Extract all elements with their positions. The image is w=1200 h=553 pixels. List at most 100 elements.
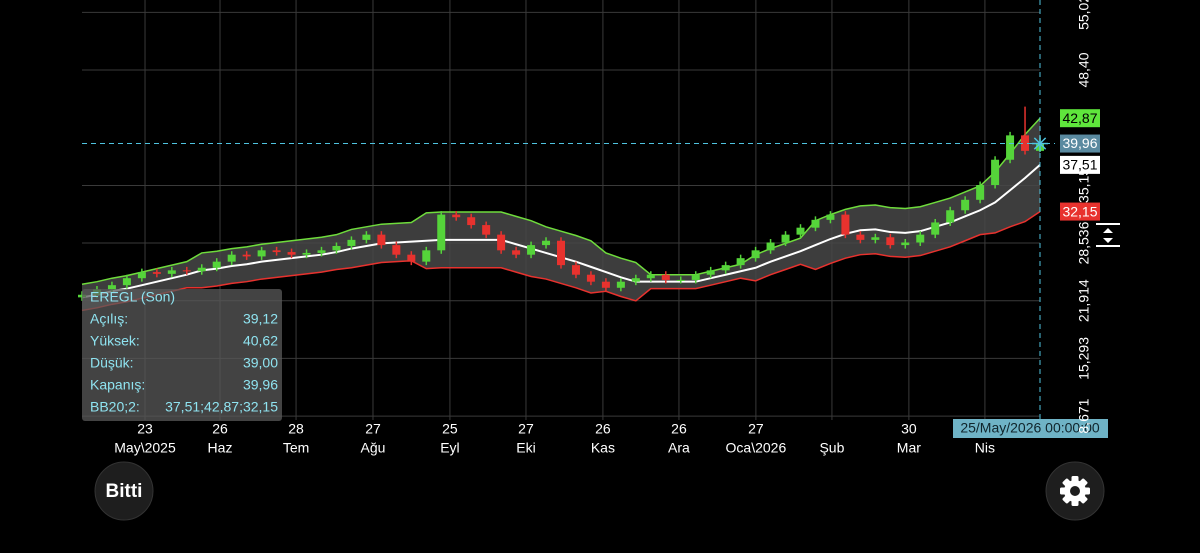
candle-body [227,254,236,262]
candle-body [332,245,341,251]
grid [82,0,1040,420]
candle-body [422,250,431,262]
candle-body [392,245,401,255]
candle-body [976,185,985,200]
info-label: Kapanış: [90,377,145,393]
candle-body [557,240,565,266]
done-button-bg [94,461,154,521]
candle-body [646,274,655,279]
candle-body [841,214,850,235]
candle-body [856,234,865,240]
info-label: Yüksek: [90,333,140,349]
candle-body [811,219,820,228]
candle-body [871,237,880,240]
x-tick-label: Oca\2026 [726,440,787,456]
candle-body [601,281,610,288]
price-tag [1060,109,1100,128]
candle-body [197,267,206,272]
candle-body [736,258,745,266]
y-tick-label: 55,02 [1076,0,1092,30]
x-tick-label: Kas [591,440,615,456]
candle-body [182,270,191,272]
info-title: EREGL (Son) [90,289,175,305]
x-tick-label: Haz [208,440,233,456]
candle-body [377,234,386,246]
candle-body [631,278,640,282]
info-label: Açılış: [90,311,128,327]
y-tick-label: 35,15 [1076,168,1092,203]
y-tick-label: 21,914 [1076,279,1092,322]
x-tick-label: Nis [975,440,995,456]
done-button-label: Bitti [106,481,143,502]
candle-body [706,270,715,275]
candle-body [512,250,521,255]
candle-body [571,265,580,275]
candle-body [467,217,476,226]
candle-body [107,285,116,290]
scale-handle[interactable] [1096,223,1120,247]
candle-body [287,252,296,255]
candle-body [1021,135,1030,151]
x-tick-label: Eyl [440,440,459,456]
candle-body [961,199,970,211]
candle-body [137,272,146,279]
info-value: 39,12 [243,311,278,327]
band-fill [82,118,1040,311]
y-tick-label: 48,40 [1076,52,1092,87]
candle-body [991,159,1000,186]
x-tick-day: 26 [671,421,687,437]
candle-body [122,278,131,286]
price-tag [1060,134,1100,153]
done-button[interactable]: Bitti [94,461,154,521]
y-tick-label: 15,293 [1076,337,1092,380]
x-tick-label: Ağu [361,440,386,456]
band-lower [81,210,1041,312]
info-value: 40,62 [243,333,278,349]
band-upper [81,117,1041,286]
x-tick-day: 26 [212,421,228,437]
x-tick-day: 23 [137,421,153,437]
x-tick-day: 28 [288,421,304,437]
x-tick-day: 27 [518,421,534,437]
candle-body [317,250,326,253]
candle-body [302,252,311,255]
price-tag-label: 32,15 [1062,203,1097,219]
x-tick-day: 26 [595,421,611,437]
price-tag-label: 39,96 [1062,135,1097,151]
candle-body [901,242,910,246]
candle-body [586,274,595,282]
date-label-bg [953,419,1108,438]
candle-body [676,279,685,281]
candle-body [362,234,371,240]
price-tag [1060,202,1100,221]
candle-body [931,222,940,235]
candle-body [661,274,670,280]
candle-body [257,250,266,257]
y-tick-label: 8,671 [1076,398,1092,433]
price-tag-label: 42,87 [1062,110,1097,126]
info-panel-bg [82,289,282,421]
crosshair-star [1033,137,1047,150]
info-value: 37,51;42,87;32,15 [165,399,278,415]
x-tick-day: 27 [365,421,381,437]
info-label: Düşük: [90,355,134,371]
candles [78,106,1044,301]
info-value: 39,00 [243,355,278,371]
x-tick-label: Eki [516,440,535,456]
y-tick-label: 28,536 [1076,221,1092,264]
candle-body [212,261,221,268]
candle-body [946,210,955,223]
price-tag [1060,155,1100,174]
candle-body [1006,135,1015,160]
candle-body [826,214,835,220]
candle-body [886,237,895,246]
candle-body [347,239,356,246]
x-tick-label: Şub [819,440,844,456]
candle-body [542,240,551,246]
settings-button[interactable] [1045,461,1105,521]
info-label: BB20;2: [90,399,140,415]
candle-body [527,245,536,255]
candle-body [242,254,251,257]
